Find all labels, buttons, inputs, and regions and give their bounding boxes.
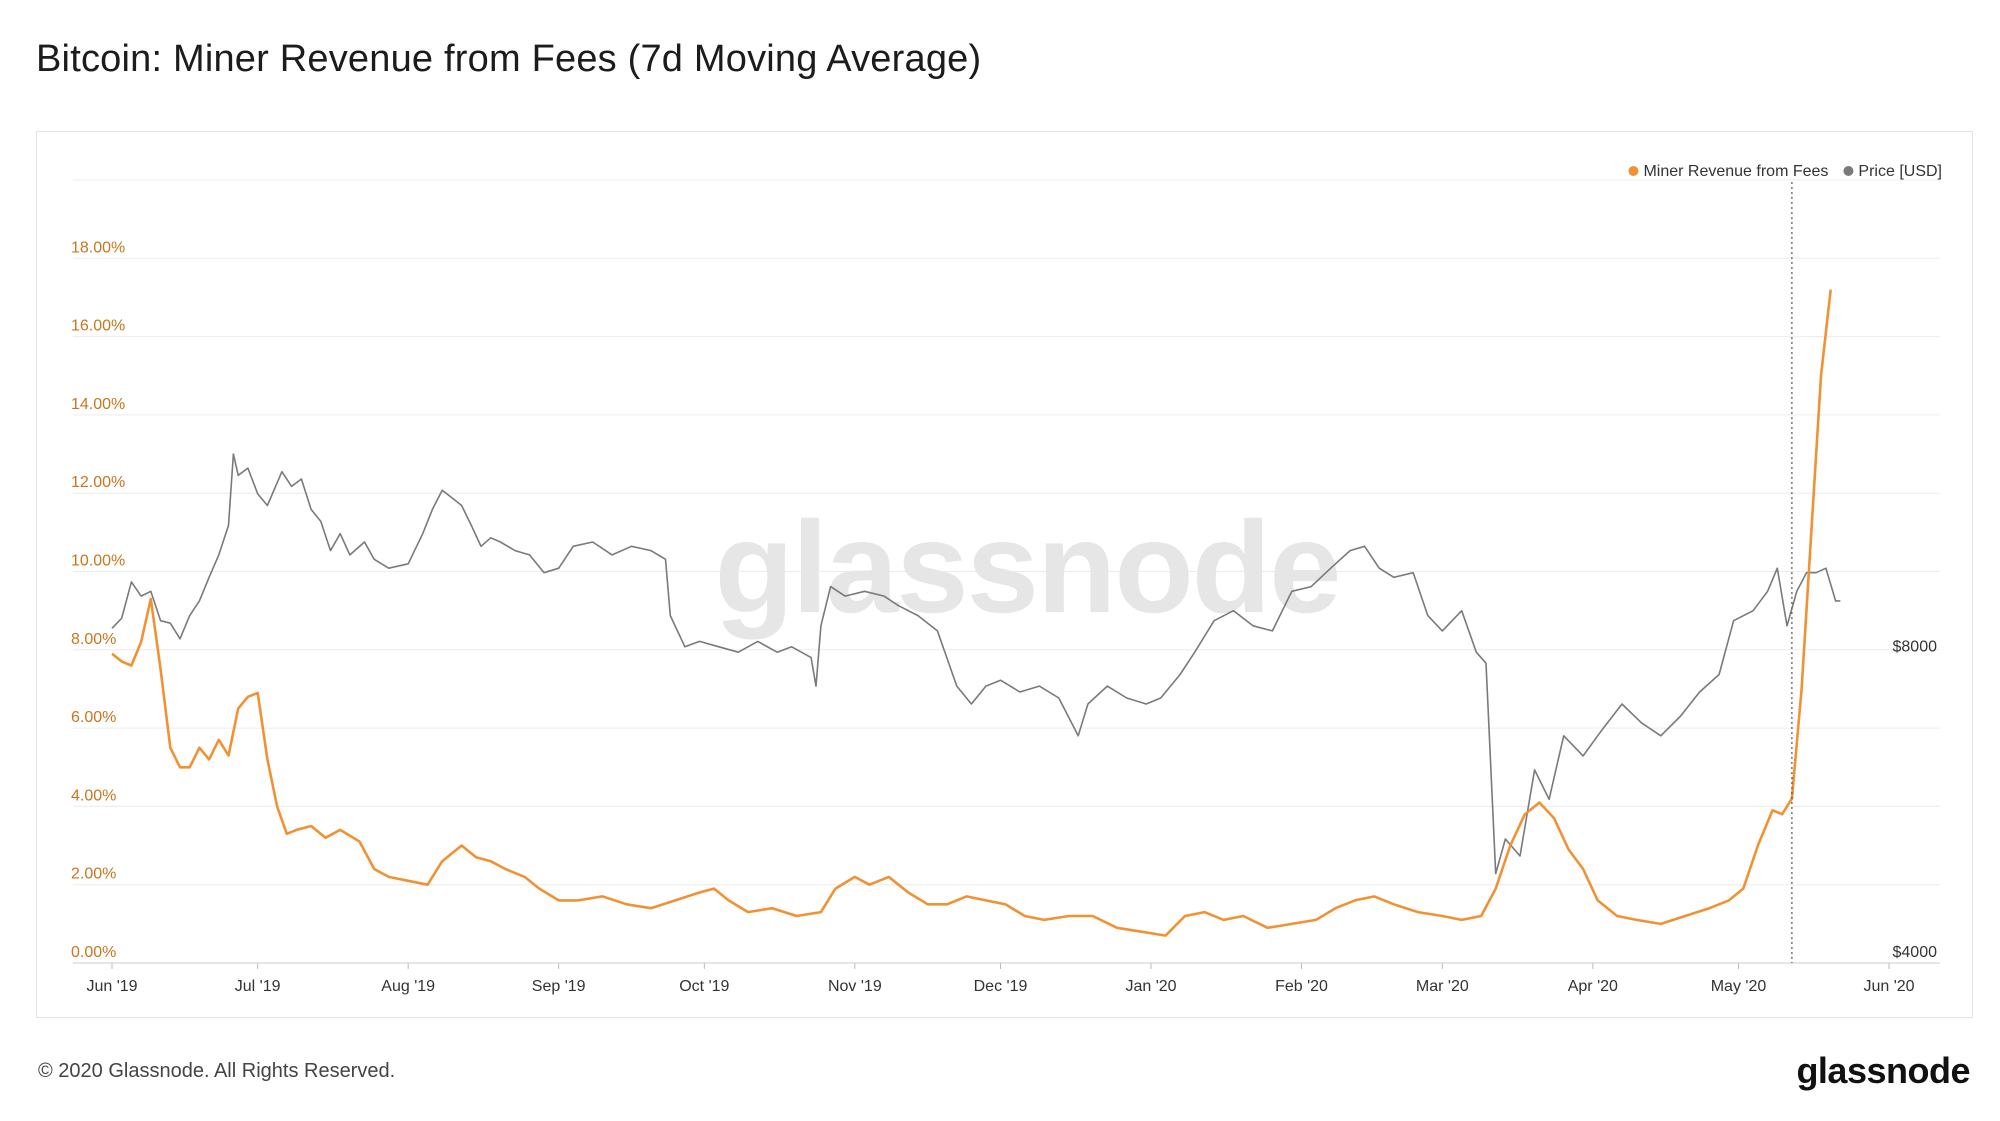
legend-label: Price [USD]: [1858, 163, 1942, 180]
x-tick-label: Sep '19: [532, 978, 586, 995]
y-tick-label: 12.00%: [71, 474, 125, 491]
x-tick-label: Dec '19: [974, 978, 1028, 995]
y-tick-label: 16.00%: [71, 318, 125, 335]
y-tick-label: 18.00%: [71, 239, 125, 256]
y-tick-label: 10.00%: [71, 553, 125, 570]
y2-tick-label: $8000: [1893, 639, 1938, 656]
x-tick-label: Mar '20: [1416, 978, 1469, 995]
y-tick-label: 4.00%: [71, 787, 116, 804]
y2-tick-label: $4000: [1893, 944, 1938, 961]
watermark: glassnode: [715, 494, 1340, 640]
y-axis-left: 0.00% 2.00% 4.00% 6.00% 8.00% 10.00% 12.00% 14.…: [71, 239, 125, 961]
y-tick-label: 2.00%: [71, 866, 116, 883]
legend: Price [USD] Miner Revenue from Fees: [1628, 163, 1942, 180]
y-tick-label: 0.00%: [71, 944, 116, 961]
legend-dot: [1843, 166, 1854, 176]
x-tick-label: Nov '19: [828, 978, 882, 995]
x-tick-label: Jul '19: [235, 978, 281, 995]
y-tick-label: 8.00%: [71, 631, 116, 648]
brand-logo[interactable]: glassnode: [1796, 1050, 1970, 1091]
x-tick-label: Feb '20: [1275, 978, 1328, 995]
x-tick-label: May '20: [1711, 978, 1767, 995]
price-line: [111, 453, 1841, 875]
y-axis-right: $4000 $8000: [1893, 639, 1938, 961]
chart-canvas[interactable]: glassnode 0.00% 2.00% 4.00% 6.00% 8.00% 10.00…: [37, 132, 1974, 1019]
chart-title: Bitcoin: Miner Revenue from Fees (7d Mov…: [36, 38, 982, 80]
x-tick-label: Apr '20: [1568, 978, 1618, 995]
legend-dot: [1628, 166, 1639, 176]
chart-panel[interactable]: glassnode 0.00% 2.00% 4.00% 6.00% 8.00% 10.00…: [36, 131, 1973, 1018]
series-lines: [111, 289, 1841, 937]
copyright-text: © 2020 Glassnode. All Rights Reserved.: [38, 1060, 396, 1082]
x-tick-label: Aug '19: [381, 978, 435, 995]
fees-line: [111, 289, 1832, 937]
x-tick-label: Jun '19: [86, 978, 137, 995]
grid-lines: [73, 179, 1940, 964]
y-tick-label: 6.00%: [71, 709, 116, 726]
x-tick-label: Oct '19: [679, 978, 729, 995]
y-tick-label: 14.00%: [71, 396, 125, 413]
x-tick-label: Jun '20: [1863, 978, 1914, 995]
x-axis: Jun '19 Jul '19 Aug '19 Sep '19 Oct '19 Nov '…: [73, 962, 1940, 995]
legend-label: Miner Revenue from Fees: [1643, 163, 1828, 180]
x-tick-label: Jan '20: [1125, 978, 1176, 995]
